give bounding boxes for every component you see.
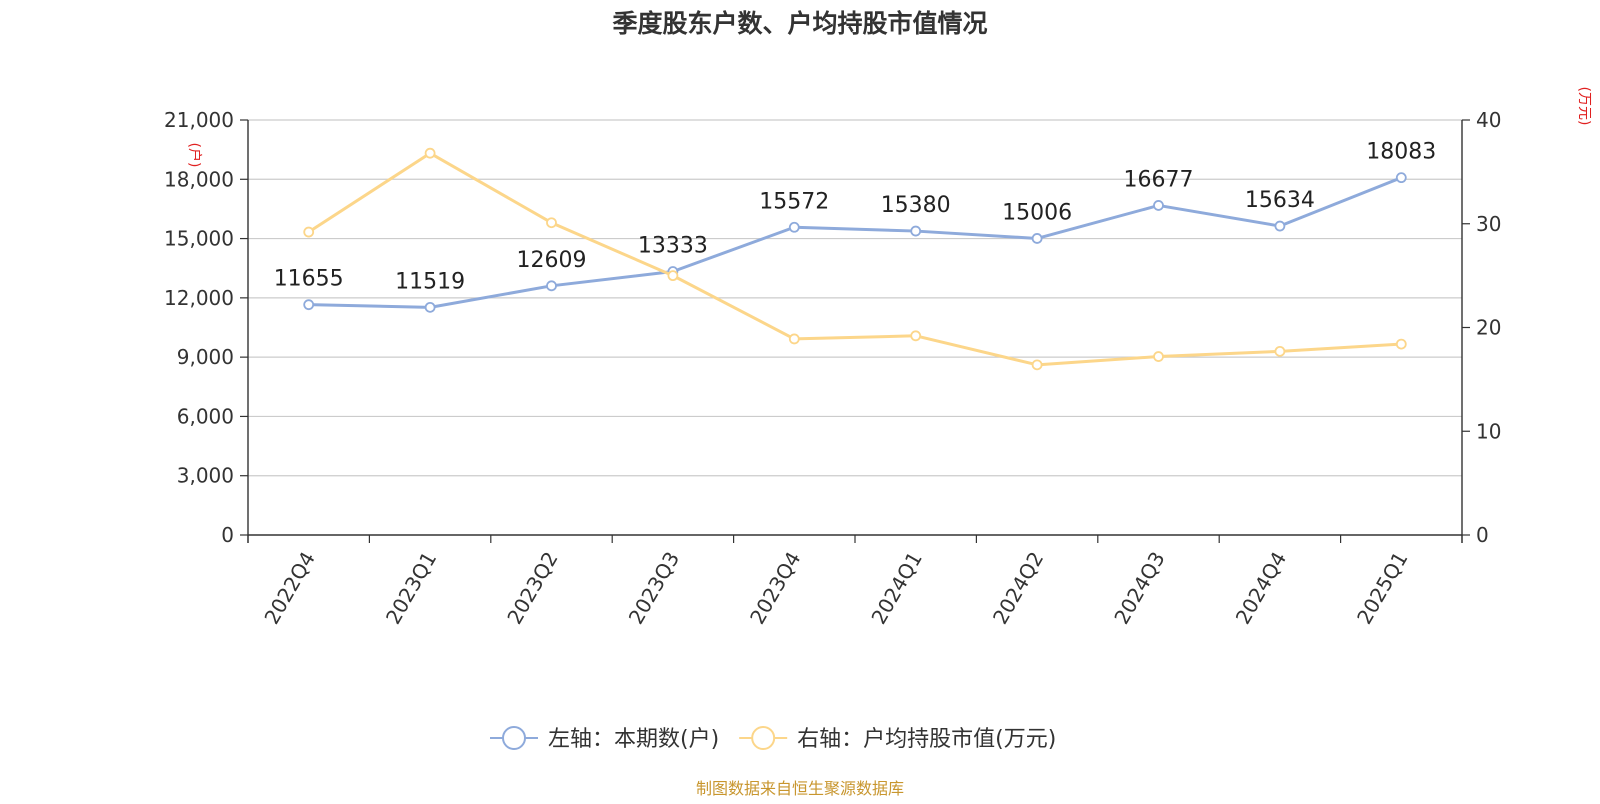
series-1-point <box>546 280 557 292</box>
data-label: 15380 <box>881 193 951 218</box>
data-label: 15572 <box>759 189 829 214</box>
legend-label: 左轴：本期数(户) <box>548 727 719 752</box>
series-1-point <box>910 225 922 237</box>
y-left-unit-label: (户) <box>186 143 203 168</box>
x-tick-label: 2024Q1 <box>866 548 926 629</box>
series-1-point <box>424 301 436 313</box>
data-label: 11519 <box>395 269 465 294</box>
y-right-unit-label: (万元) <box>1576 87 1592 126</box>
y-left-tick-label: 18,000 <box>164 167 234 191</box>
y-right-tick-label: 0 <box>1476 523 1489 547</box>
y-right-tick-label: 30 <box>1476 212 1501 236</box>
grid-layer <box>248 119 1462 477</box>
series-line-1 <box>308 176 1402 309</box>
y-left-tick-label: 0 <box>221 523 234 547</box>
chart-title: 季度股东户数、户均持股市值情况 <box>612 9 987 38</box>
legend-marker <box>502 726 526 750</box>
y-right-tick-label: 20 <box>1476 316 1501 340</box>
x-tick-label: 2023Q4 <box>745 548 805 629</box>
y-left-tick-label: 21,000 <box>164 108 234 132</box>
legend-marker <box>751 726 776 750</box>
y-right-tick-label: 40 <box>1476 108 1501 132</box>
data-label: 15006 <box>1002 200 1072 225</box>
series-1-point <box>1153 200 1164 211</box>
series-2-point <box>1031 359 1043 371</box>
x-tick-label: 2023Q3 <box>624 548 684 629</box>
y-left-tick-label: 3,000 <box>177 464 234 488</box>
data-label: 11655 <box>274 267 344 292</box>
y-left-tick-label: 9,000 <box>177 345 234 369</box>
series-2-point <box>1274 345 1286 357</box>
y-left-tick-label: 15,000 <box>164 227 234 251</box>
x-tick-label: 2024Q4 <box>1231 548 1291 629</box>
data-label: 18083 <box>1366 140 1436 165</box>
series-2-point <box>910 330 922 342</box>
x-tick-label: 2023Q2 <box>502 548 562 629</box>
series-2-point <box>1395 338 1407 350</box>
x-tick-label: 2024Q2 <box>988 548 1048 629</box>
series-2-point <box>1153 351 1164 362</box>
legend-label: 右轴：户均持股市值(万元) <box>797 727 1056 752</box>
data-label: 13333 <box>638 234 708 259</box>
series-1-point <box>788 221 800 233</box>
series-1-point <box>1031 233 1043 244</box>
legend: 左轴：本期数(户) 右轴：户均持股市值(万元) <box>490 726 1056 752</box>
x-tick-label: 2024Q3 <box>1109 548 1169 629</box>
source-note: 制图数据来自恒生聚源数据库 <box>696 779 904 798</box>
data-label: 16677 <box>1124 167 1194 192</box>
series-2-point <box>667 270 679 282</box>
series-2-point <box>788 333 800 345</box>
series-1-point <box>303 299 315 311</box>
series-2-point <box>546 217 557 229</box>
x-tick-label: 2025Q1 <box>1352 548 1412 629</box>
series-1-point <box>1395 172 1407 184</box>
series-line-2 <box>307 151 1402 367</box>
data-label: 15634 <box>1245 188 1315 213</box>
y-left-tick-label: 12,000 <box>164 286 234 310</box>
y-left-tick-label: 6,000 <box>177 404 234 428</box>
data-label: 12609 <box>517 248 587 273</box>
series-2-point <box>424 147 436 159</box>
series-layer <box>303 147 1407 371</box>
data-label-layer: 11655 11519 12609 13333 15572 15380 15006 16677… <box>274 140 1437 295</box>
x-tick-label: 2023Q1 <box>381 548 441 629</box>
x-tick-label: 2022Q4 <box>259 548 319 629</box>
series-1-point <box>1274 220 1286 232</box>
y-right-tick-label: 10 <box>1476 419 1501 443</box>
axis-layer: 0 3,000 6,000 9,000 12,000 15,000 18,000 21,000… <box>164 108 1501 628</box>
series-2-point <box>303 226 315 238</box>
